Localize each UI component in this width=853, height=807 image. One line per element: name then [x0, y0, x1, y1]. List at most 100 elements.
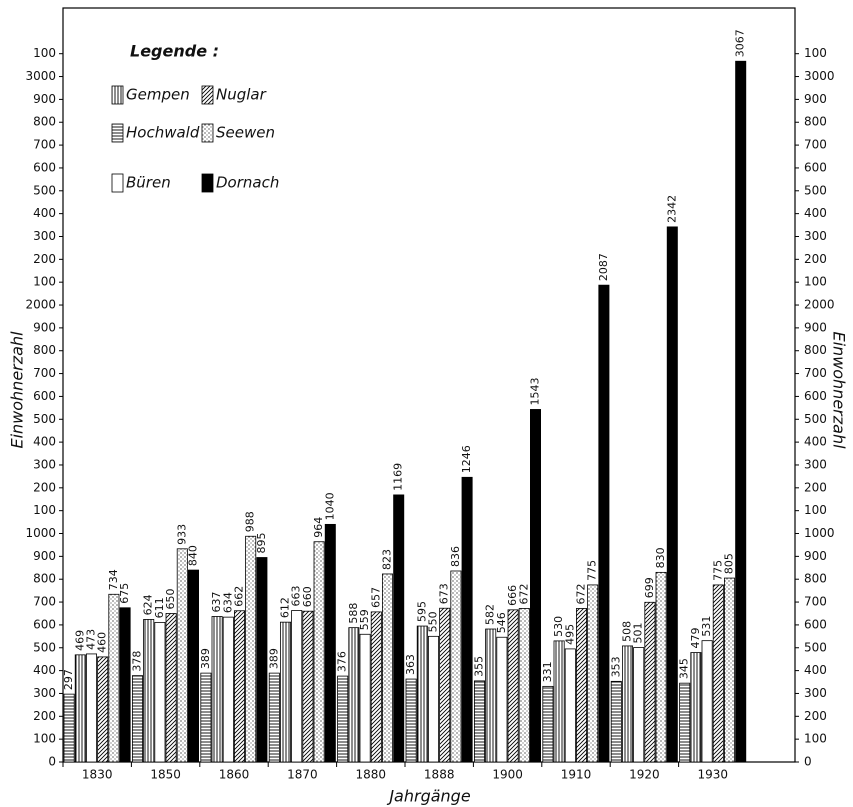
- value-label: 355: [473, 656, 486, 677]
- value-label: 501: [632, 623, 645, 644]
- x-tick-label: 1830: [82, 768, 113, 782]
- bar: [245, 535, 257, 763]
- value-label: 666: [506, 585, 519, 606]
- y2-tick-label: 500: [804, 183, 827, 197]
- y-tick-label: 800: [33, 343, 56, 357]
- y-tick-label: 800: [33, 572, 56, 586]
- x-tick-label: 1888: [424, 768, 455, 782]
- legend-swatch: [201, 173, 214, 193]
- y2-tick-label: 700: [804, 595, 827, 609]
- y2-tick-label: 3000: [804, 69, 835, 83]
- value-label: 550: [427, 611, 440, 632]
- y2-tick-label: 600: [804, 617, 827, 631]
- y-tick-label: 300: [33, 686, 56, 700]
- y2-tick-label: 200: [804, 252, 827, 266]
- bar: [610, 680, 622, 763]
- value-label: 531: [700, 616, 713, 637]
- y2-tick-label: 500: [804, 640, 827, 654]
- bar: [359, 633, 371, 763]
- y-tick-label: 700: [33, 366, 56, 380]
- y2-tick-label: 2000: [804, 298, 835, 312]
- legend-title: Legende :: [130, 42, 219, 61]
- bar: [553, 640, 565, 763]
- y2-tick-label: 600: [804, 160, 827, 174]
- x-tick-label: 1910: [561, 768, 592, 782]
- bar: [450, 570, 462, 763]
- bar: [291, 610, 303, 763]
- y-tick-label: 900: [33, 549, 56, 563]
- value-label: 663: [290, 586, 303, 607]
- value-label: 559: [358, 609, 371, 630]
- y2-tick-label: 300: [804, 229, 827, 243]
- bar: [679, 682, 691, 763]
- y2-tick-label: 0: [804, 755, 812, 769]
- value-label: 675: [118, 583, 131, 604]
- y2-tick-label: 900: [804, 549, 827, 563]
- legend-swatch: [111, 173, 124, 193]
- value-label: 611: [153, 597, 166, 618]
- value-label: 775: [711, 560, 724, 581]
- value-label: 836: [449, 546, 462, 567]
- bar: [724, 577, 736, 763]
- y-tick-label: 200: [33, 709, 56, 723]
- bar: [564, 648, 576, 763]
- bar: [712, 584, 724, 763]
- y-tick-label: 600: [33, 617, 56, 631]
- value-label: 657: [369, 587, 382, 608]
- legend-swatch: [111, 85, 124, 105]
- value-label: 734: [107, 569, 120, 590]
- value-label: 634: [221, 592, 234, 613]
- bar: [233, 610, 245, 763]
- value-label: 1246: [460, 445, 473, 473]
- value-label: 495: [563, 624, 576, 645]
- y2-tick-label: 800: [804, 572, 827, 586]
- bar: [143, 619, 155, 763]
- y-tick-label: 900: [33, 92, 56, 106]
- value-label: 376: [336, 651, 349, 672]
- y2-tick-label: 900: [804, 92, 827, 106]
- y-tick-label: 500: [33, 640, 56, 654]
- bar: [622, 645, 634, 763]
- y-tick-label: 200: [33, 480, 56, 494]
- x-tick-label: 1920: [629, 768, 660, 782]
- bar: [74, 654, 86, 763]
- y2-tick-label: 700: [804, 366, 827, 380]
- value-label: 1543: [529, 377, 542, 405]
- bar: [439, 607, 451, 763]
- bar: [268, 672, 280, 763]
- value-label: 1169: [392, 463, 405, 491]
- bar: [576, 608, 588, 763]
- value-label: 895: [255, 533, 268, 554]
- bar: [542, 685, 554, 763]
- x-tick-label: 1850: [150, 768, 181, 782]
- y2-tick-label: 400: [804, 206, 827, 220]
- y2-tick-label: 400: [804, 663, 827, 677]
- value-label: 345: [678, 658, 691, 679]
- value-label: 473: [85, 629, 98, 650]
- value-label: 389: [199, 648, 212, 669]
- bar: [381, 573, 393, 763]
- bar: [187, 569, 199, 763]
- value-label: 662: [233, 586, 246, 607]
- y-tick-label: 100: [33, 503, 56, 517]
- y-tick-label: 300: [33, 457, 56, 471]
- value-label: 840: [187, 545, 200, 566]
- bar: [97, 656, 109, 763]
- y2-tick-label: 400: [804, 435, 827, 449]
- value-label: 612: [279, 597, 292, 618]
- bar: [302, 610, 314, 763]
- bar: [154, 621, 166, 763]
- value-label: 546: [495, 612, 508, 633]
- bar: [86, 653, 98, 763]
- value-label: 933: [175, 524, 188, 545]
- value-label: 508: [621, 621, 634, 642]
- y2-tick-label: 200: [804, 480, 827, 494]
- bar: [666, 226, 678, 763]
- bar: [644, 601, 656, 763]
- x-axis-label: Jahrgänge: [386, 787, 471, 806]
- legend-label: Büren: [126, 174, 171, 192]
- value-label: 650: [164, 588, 177, 609]
- bar: [690, 652, 702, 763]
- value-label: 595: [415, 601, 428, 622]
- y-axis-label: Einwohnerzahl: [8, 331, 27, 449]
